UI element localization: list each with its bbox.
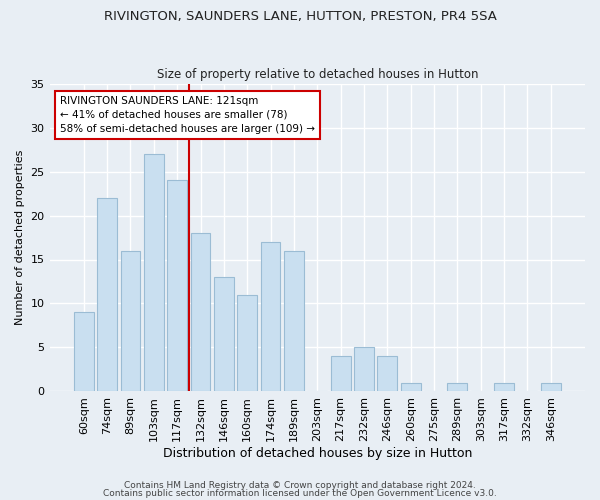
Bar (74, 312, 94, 392)
Bar (97, 198, 117, 392)
Bar (377, 356, 397, 392)
Bar (354, 348, 374, 392)
Bar (331, 356, 350, 392)
Bar (121, 250, 140, 392)
Text: RIVINGTON SAUNDERS LANE: 121sqm
← 41% of detached houses are smaller (78)
58% of: RIVINGTON SAUNDERS LANE: 121sqm ← 41% of… (60, 96, 315, 134)
Text: Contains HM Land Registry data © Crown copyright and database right 2024.: Contains HM Land Registry data © Crown c… (124, 481, 476, 490)
Title: Size of property relative to detached houses in Hutton: Size of property relative to detached ho… (157, 68, 478, 81)
Bar (167, 180, 187, 392)
Bar (448, 382, 467, 392)
Bar (260, 242, 280, 392)
Bar (238, 294, 257, 392)
Bar (494, 382, 514, 392)
Bar (401, 382, 421, 392)
Bar (191, 233, 211, 392)
Bar (144, 154, 164, 392)
Text: Contains public sector information licensed under the Open Government Licence v3: Contains public sector information licen… (103, 488, 497, 498)
Y-axis label: Number of detached properties: Number of detached properties (15, 150, 25, 325)
Text: RIVINGTON, SAUNDERS LANE, HUTTON, PRESTON, PR4 5SA: RIVINGTON, SAUNDERS LANE, HUTTON, PRESTO… (104, 10, 496, 23)
Bar (284, 250, 304, 392)
X-axis label: Distribution of detached houses by size in Hutton: Distribution of detached houses by size … (163, 447, 472, 460)
Bar (541, 382, 560, 392)
Bar (214, 277, 234, 392)
